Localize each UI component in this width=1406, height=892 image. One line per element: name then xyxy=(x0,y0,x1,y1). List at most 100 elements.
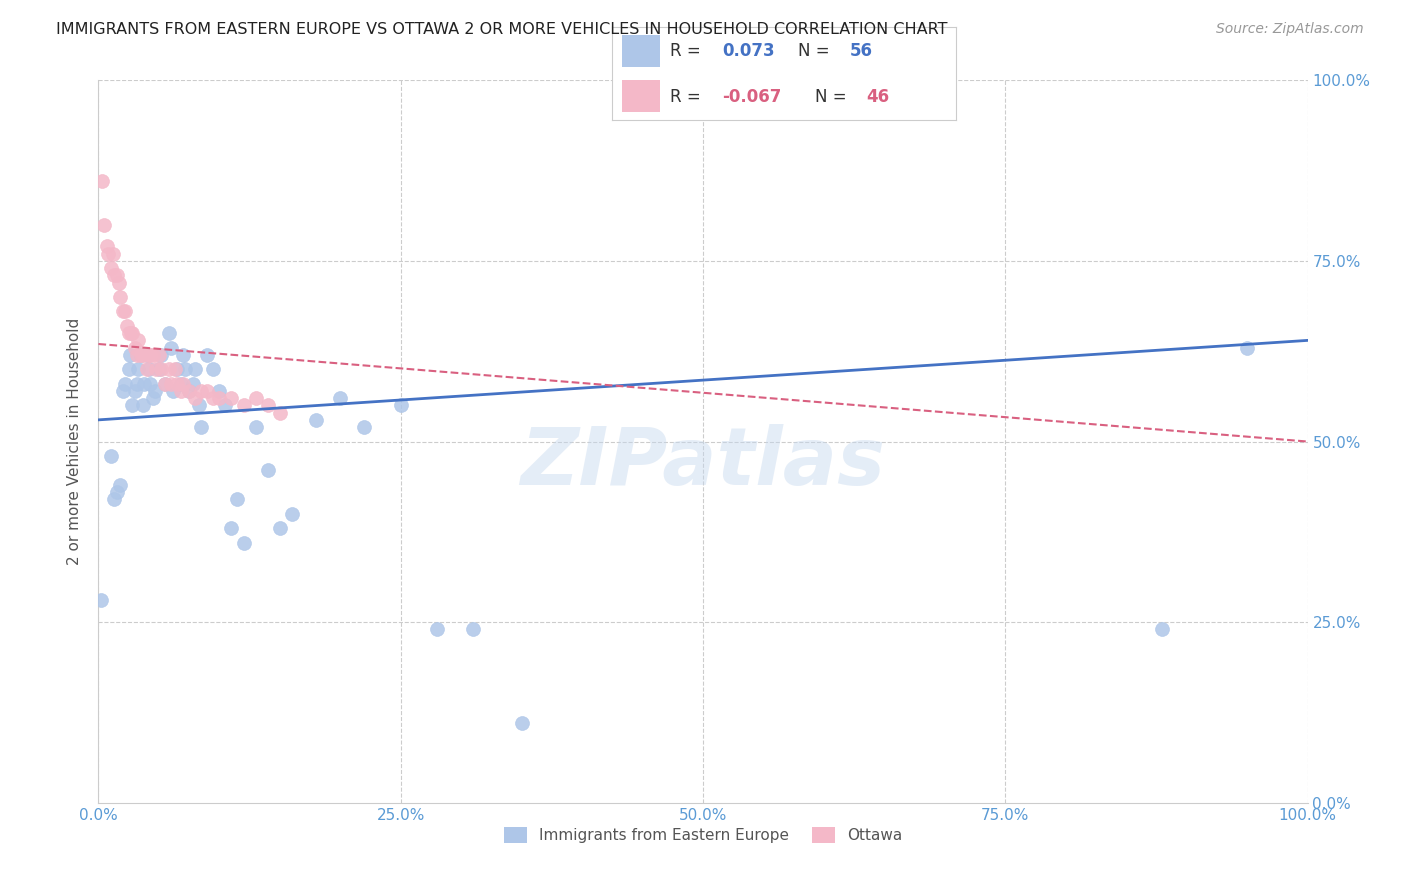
Text: R =: R = xyxy=(671,87,706,105)
Point xyxy=(166,362,188,376)
Point xyxy=(245,420,267,434)
Point xyxy=(305,413,328,427)
Point xyxy=(105,268,128,283)
Point xyxy=(90,593,112,607)
Point xyxy=(101,246,124,260)
Point xyxy=(139,348,162,362)
Point xyxy=(157,326,180,340)
Point xyxy=(96,239,118,253)
Point xyxy=(124,384,146,398)
Point xyxy=(281,507,304,521)
Point xyxy=(160,341,183,355)
Point xyxy=(91,174,114,188)
Point xyxy=(208,391,231,405)
Point xyxy=(153,376,176,391)
Point xyxy=(142,348,165,362)
Point xyxy=(135,362,157,376)
Point xyxy=(221,391,243,405)
Point xyxy=(163,362,186,376)
Text: 46: 46 xyxy=(866,87,890,105)
Point xyxy=(426,623,449,637)
Point xyxy=(269,406,291,420)
FancyBboxPatch shape xyxy=(621,80,659,112)
Point xyxy=(232,535,254,549)
Point xyxy=(169,384,191,398)
Point xyxy=(127,376,149,391)
Legend: Immigrants from Eastern Europe, Ottawa: Immigrants from Eastern Europe, Ottawa xyxy=(498,822,908,849)
Text: R =: R = xyxy=(671,42,706,60)
Point xyxy=(118,326,141,340)
Point xyxy=(143,384,166,398)
Point xyxy=(202,362,225,376)
Point xyxy=(142,391,165,405)
Point xyxy=(97,246,120,260)
Point xyxy=(150,362,173,376)
Point xyxy=(245,391,267,405)
Point xyxy=(117,318,139,333)
Point xyxy=(103,268,125,283)
Point xyxy=(389,398,412,412)
Point xyxy=(127,348,149,362)
Point xyxy=(172,348,194,362)
Text: N =: N = xyxy=(815,87,852,105)
Point xyxy=(179,384,201,398)
Point xyxy=(120,326,142,340)
FancyBboxPatch shape xyxy=(621,35,659,67)
Point xyxy=(179,384,201,398)
Point xyxy=(135,348,157,362)
Point xyxy=(111,304,134,318)
Point xyxy=(118,348,141,362)
Point xyxy=(174,362,197,376)
Point xyxy=(184,391,207,405)
Point xyxy=(108,276,131,290)
Point xyxy=(132,348,155,362)
Point xyxy=(148,348,170,362)
Point xyxy=(329,391,352,405)
Point xyxy=(160,376,183,391)
Point xyxy=(202,391,225,405)
Point xyxy=(269,521,291,535)
Point xyxy=(129,348,152,362)
Point xyxy=(114,304,136,318)
Point xyxy=(353,420,375,434)
Point xyxy=(118,362,141,376)
Point xyxy=(166,376,188,391)
Point xyxy=(108,290,131,304)
Point xyxy=(226,492,249,507)
Point xyxy=(190,420,212,434)
Point xyxy=(190,384,212,398)
Point xyxy=(232,398,254,412)
Point xyxy=(121,398,143,412)
Point xyxy=(184,362,207,376)
Point xyxy=(195,348,218,362)
Point xyxy=(510,716,533,731)
Point xyxy=(181,376,204,391)
Point xyxy=(105,485,128,500)
Point xyxy=(172,376,194,391)
Point xyxy=(256,463,278,477)
Point xyxy=(153,376,176,391)
Point xyxy=(214,398,236,412)
Y-axis label: 2 or more Vehicles in Household: 2 or more Vehicles in Household xyxy=(67,318,83,566)
Point xyxy=(121,326,143,340)
Point xyxy=(124,341,146,355)
Point xyxy=(150,348,173,362)
Point xyxy=(162,384,184,398)
Point xyxy=(463,623,485,637)
Point xyxy=(145,362,167,376)
Point xyxy=(169,376,191,391)
Point xyxy=(111,384,134,398)
Text: ZIPatlas: ZIPatlas xyxy=(520,425,886,502)
Point xyxy=(127,334,149,348)
Text: 56: 56 xyxy=(849,42,872,60)
Text: -0.067: -0.067 xyxy=(721,87,782,105)
Text: 0.073: 0.073 xyxy=(721,42,775,60)
Point xyxy=(256,398,278,412)
Point xyxy=(1236,341,1258,355)
Point xyxy=(132,398,155,412)
Point xyxy=(139,376,162,391)
Point xyxy=(100,261,122,276)
Point xyxy=(103,492,125,507)
Point xyxy=(187,398,209,412)
Point xyxy=(1152,623,1174,637)
